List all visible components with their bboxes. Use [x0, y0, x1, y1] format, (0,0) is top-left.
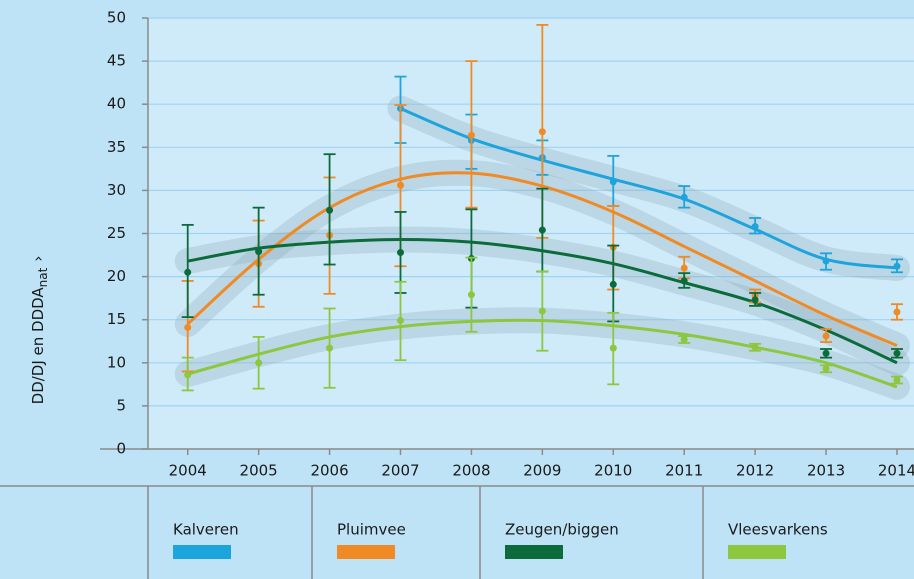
point: [680, 336, 688, 344]
x-tick-label: 2009: [523, 462, 561, 480]
x-tick-label: 2011: [665, 462, 703, 480]
legend-swatch: [337, 545, 395, 559]
y-tick-label: 10: [107, 353, 126, 371]
point: [893, 349, 901, 357]
point: [893, 262, 901, 270]
point: [893, 376, 901, 384]
y-label-suffix: ›: [29, 256, 47, 262]
point: [326, 344, 334, 352]
y-tick-label: 0: [116, 440, 126, 458]
x-tick-label: 2010: [594, 462, 632, 480]
point: [538, 307, 546, 315]
y-tick-label: 35: [107, 138, 126, 156]
point: [255, 359, 263, 367]
y-tick-label: 30: [107, 181, 126, 199]
point: [751, 296, 759, 304]
x-tick-label: 2005: [240, 462, 278, 480]
x-tick-label: 2006: [310, 462, 348, 480]
point: [255, 248, 263, 256]
point: [396, 248, 404, 256]
x-tick-label: 2007: [381, 462, 419, 480]
point: [822, 257, 830, 265]
y-label-sub: nat: [36, 267, 50, 287]
legend-label: Zeugen/biggen: [505, 521, 619, 539]
point: [822, 365, 830, 373]
legend-label: Pluimvee: [337, 521, 406, 539]
point: [609, 344, 617, 352]
point: [326, 206, 334, 214]
point: [680, 193, 688, 201]
y-tick-label: 50: [107, 9, 126, 27]
point: [184, 323, 192, 331]
x-tick-label: 2012: [736, 462, 774, 480]
y-tick-label: 25: [107, 224, 126, 242]
legend-swatch: [505, 545, 563, 559]
y-tick-label: 40: [107, 95, 126, 113]
point: [538, 128, 546, 136]
y-tick-label: 45: [107, 52, 126, 70]
point: [467, 291, 475, 299]
x-tick-label: 2013: [807, 462, 845, 480]
marks: [181, 23, 903, 392]
point: [184, 371, 192, 379]
legend-label: Kalveren: [173, 521, 239, 539]
x-tick-label: 2004: [169, 462, 207, 480]
point: [609, 178, 617, 186]
legend-label: Vleesvarkens: [728, 521, 828, 539]
point: [751, 223, 759, 231]
point: [822, 332, 830, 340]
point: [538, 226, 546, 234]
point: [751, 343, 759, 351]
point: [680, 264, 688, 272]
point: [467, 131, 475, 139]
point: [396, 181, 404, 189]
legend-swatch: [173, 545, 231, 559]
legend-swatch: [728, 545, 786, 559]
y-tick-label: 5: [116, 396, 126, 414]
point: [396, 317, 404, 325]
y-tick-label: 15: [107, 310, 126, 328]
x-tick-label: 2014: [878, 462, 914, 480]
y-axis-label: DD/DJ en DDDAnat ›: [29, 256, 50, 405]
point: [609, 280, 617, 288]
trend-line: [399, 107, 898, 270]
y-tick-label: 20: [107, 267, 126, 285]
point: [680, 277, 688, 285]
point: [184, 268, 192, 276]
y-label-main: DD/DJ en DDDA: [29, 287, 47, 405]
x-tick-label: 2008: [452, 462, 490, 480]
point: [822, 349, 830, 357]
point: [893, 308, 901, 316]
